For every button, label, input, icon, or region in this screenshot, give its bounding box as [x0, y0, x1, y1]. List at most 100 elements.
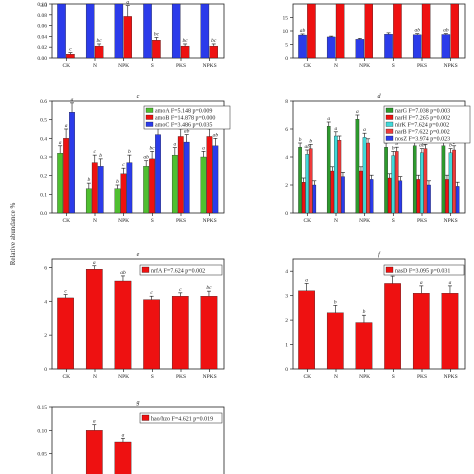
x-tick-label: S: [392, 218, 395, 224]
bar: [149, 158, 155, 214]
x-tick-label: PKS: [417, 63, 427, 69]
x-tick-label: N: [93, 374, 97, 380]
bar: [398, 180, 403, 214]
x-tick-label: S: [151, 63, 154, 69]
panel-title: c: [137, 94, 140, 100]
y-tick-label: 0.10: [37, 2, 47, 8]
bar: [326, 312, 344, 370]
bar: [94, 45, 104, 59]
significance-label: a: [71, 97, 74, 103]
y-tick-label: 0.1: [40, 192, 47, 198]
bar: [387, 177, 392, 214]
significance-label: a: [356, 109, 359, 115]
plot-frame: [292, 258, 466, 370]
legend-label: amoC F=3.486 p=0.035: [155, 123, 212, 129]
panel-title: d: [378, 94, 382, 100]
bar: [85, 269, 103, 370]
significance-label: c: [69, 47, 72, 53]
bar: [450, 3, 459, 59]
significance-label: bc: [96, 38, 102, 44]
bar: [364, 3, 373, 59]
bar: [200, 3, 210, 59]
bar: [85, 430, 103, 474]
y-tick-label: 2: [285, 183, 288, 189]
significance-label: b: [449, 143, 452, 149]
significance-label: b: [392, 145, 395, 151]
legend-label: nasD F=3.095 p=0.031: [395, 269, 450, 275]
bar: [69, 112, 75, 214]
significance-label: a: [126, 0, 129, 6]
significance-label: b: [87, 177, 90, 183]
significance-label: a: [449, 280, 452, 286]
significance-label: ab: [300, 28, 306, 34]
bar: [171, 3, 181, 59]
x-tick-label: N: [93, 218, 97, 224]
plot-frame: [292, 3, 466, 59]
chart-panel-a: 0.00 0.02 0.04 0.06 0.08 0.103.0 CK c Nbc NPK a Sbc…: [37, 0, 225, 69]
bar: [341, 176, 345, 214]
legend-swatch: [385, 135, 394, 141]
x-tick-label: NPKS: [444, 63, 458, 69]
significance-label: b: [309, 138, 312, 144]
significance-label: c: [94, 149, 97, 155]
bar: [421, 3, 431, 59]
significance-label: a: [173, 142, 176, 148]
y-tick-label: 0.04: [37, 34, 47, 40]
significance-label: a: [65, 123, 68, 129]
x-tick-label: PKS: [176, 218, 186, 224]
y-tick-label: 15: [283, 16, 289, 22]
y-tick-label: 4: [285, 269, 288, 275]
significance-label: a: [305, 277, 308, 283]
significance-label: c: [150, 290, 153, 296]
legend-swatch: [385, 128, 394, 134]
significance-label: ab: [414, 28, 420, 34]
significance-label: bc: [149, 145, 155, 151]
panel-title: e: [137, 252, 140, 258]
bar: [143, 299, 160, 370]
x-tick-label: S: [151, 374, 154, 380]
y-tick-label: 8: [285, 99, 288, 105]
bar: [420, 152, 424, 214]
y-tick-label: 0.3: [40, 155, 47, 161]
significance-label: ab: [120, 270, 126, 276]
significance-label: bc: [206, 285, 212, 291]
y-tick-label: 0.06: [37, 24, 47, 30]
bar: [455, 186, 460, 214]
x-tick-label: NPK: [359, 218, 370, 224]
significance-label: b: [99, 153, 102, 159]
significance-label: ab: [443, 28, 449, 34]
x-tick-label: NPKS: [203, 218, 217, 224]
legend-swatch: [141, 266, 150, 273]
bar: [114, 441, 132, 474]
global-y-axis-label: Relative abundance %: [9, 202, 17, 266]
significance-label: b: [363, 309, 366, 315]
significance-label: b: [116, 179, 119, 185]
significance-label: ab: [184, 129, 190, 135]
y-tick-label: 0.10: [37, 428, 47, 434]
x-tick-label: PKS: [417, 374, 427, 380]
x-tick-label: N: [93, 63, 97, 69]
significance-label: a: [93, 419, 96, 425]
plot-frame: [51, 258, 225, 370]
bar: [326, 36, 336, 59]
chart-panel-e: e 0 2 4 6 CK c Na NPK ab Sc PKS c NPKS bc nrfA F=7.624 …: [44, 252, 225, 380]
legend-label: amoA F=5.148 p=0.009: [155, 109, 212, 115]
bar: [337, 140, 342, 214]
chart-panel-d: d02468CKbabbNaaNPKaaSbbbPKSbabbNPKSbbbna…: [285, 94, 471, 224]
bar: [126, 162, 133, 214]
bar: [66, 54, 75, 59]
bar: [391, 155, 395, 214]
bar: [57, 153, 64, 214]
x-tick-label: NPK: [359, 374, 370, 380]
bar: [335, 3, 345, 59]
chart-panel-g: g0.050.100.15CKNaNPKaSPKSNPKShao/hzo F=4…: [37, 400, 225, 474]
legend-label: narH F=7.265 p=0.002: [395, 116, 450, 122]
y-tick-label: 0.0: [40, 211, 47, 217]
bar: [355, 119, 360, 214]
significance-label: bc: [182, 38, 188, 44]
y-tick-label: 10: [283, 29, 289, 35]
bar: [305, 154, 309, 214]
legend-swatch: [145, 121, 154, 127]
bar: [114, 188, 121, 214]
bar: [393, 3, 402, 59]
